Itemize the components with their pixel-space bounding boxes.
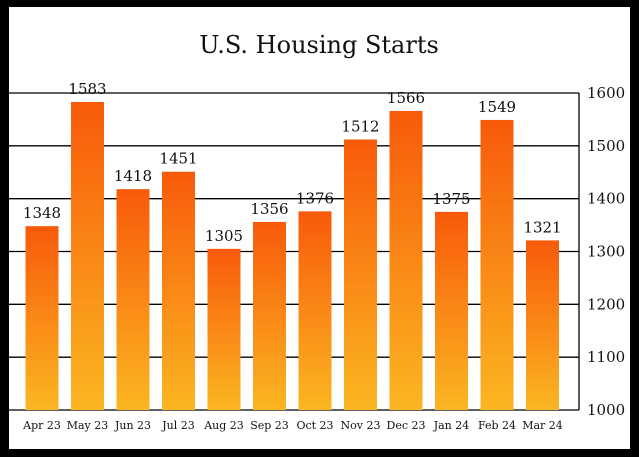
- data-label: 1376: [296, 189, 334, 207]
- data-label: 1512: [341, 117, 379, 135]
- bar: [480, 119, 514, 410]
- y-tick-label: 1200: [587, 295, 625, 313]
- data-label: 1348: [23, 204, 61, 222]
- x-tick-label: Sep 23: [250, 419, 289, 432]
- y-tick-label: 1500: [587, 137, 625, 155]
- data-label: 1549: [478, 98, 516, 116]
- x-tick-label: Oct 23: [296, 419, 333, 432]
- bar: [116, 189, 150, 410]
- data-label: 1375: [432, 190, 470, 208]
- bar: [344, 139, 377, 410]
- bar: [71, 101, 104, 411]
- x-axis-ticks: Apr 23 May 23 Jun 23 Jul 23 Aug 23 Sep 23 Oct …: [22, 419, 563, 432]
- x-tick-label: Feb 24: [478, 419, 516, 432]
- data-label: 1321: [523, 218, 561, 236]
- x-tick-label: Jun 23: [114, 419, 151, 432]
- y-tick-label: 1400: [587, 190, 625, 208]
- data-label: 1305: [205, 227, 243, 245]
- bar: [207, 248, 241, 410]
- data-label: 1356: [250, 200, 288, 218]
- x-tick-label: Jul 23: [161, 419, 195, 432]
- chart-title: U.S. Housing Starts: [199, 31, 439, 59]
- bar: [298, 211, 332, 410]
- data-label: 1566: [387, 89, 425, 107]
- x-tick-label: May 23: [67, 419, 109, 432]
- x-tick-label: Dec 23: [387, 419, 426, 432]
- chart-frame: U.S. Housing Starts 1348 1583 1418 1451 1305…: [9, 7, 630, 449]
- bar: [253, 221, 286, 410]
- y-tick-label: 1600: [587, 84, 625, 102]
- data-label: 1418: [114, 167, 152, 185]
- y-axis-ticks: 1000 1100 1200 1300 1400 1500 1600: [587, 84, 625, 419]
- x-tick-label: Jan 24: [433, 419, 470, 432]
- bar: [526, 240, 559, 410]
- bar: [162, 171, 195, 410]
- x-tick-label: Mar 24: [522, 419, 563, 432]
- y-tick-label: 1300: [587, 243, 625, 261]
- y-tick-label: 1000: [587, 401, 625, 419]
- chart: U.S. Housing Starts 1348 1583 1418 1451 1305…: [9, 31, 625, 432]
- x-tick-label: Apr 23: [22, 419, 61, 432]
- bar: [435, 211, 468, 410]
- bar: [25, 226, 59, 410]
- y-tick-label: 1100: [587, 348, 625, 366]
- bar: [389, 110, 423, 411]
- data-labels: 1348 1583 1418 1451 1305 1356 1376 1512 1566 1375…: [23, 80, 562, 245]
- bars: [25, 101, 559, 411]
- x-tick-label: Aug 23: [203, 419, 244, 432]
- data-label: 1583: [68, 80, 106, 98]
- x-tick-label: Nov 23: [341, 419, 381, 432]
- data-label: 1451: [159, 150, 197, 168]
